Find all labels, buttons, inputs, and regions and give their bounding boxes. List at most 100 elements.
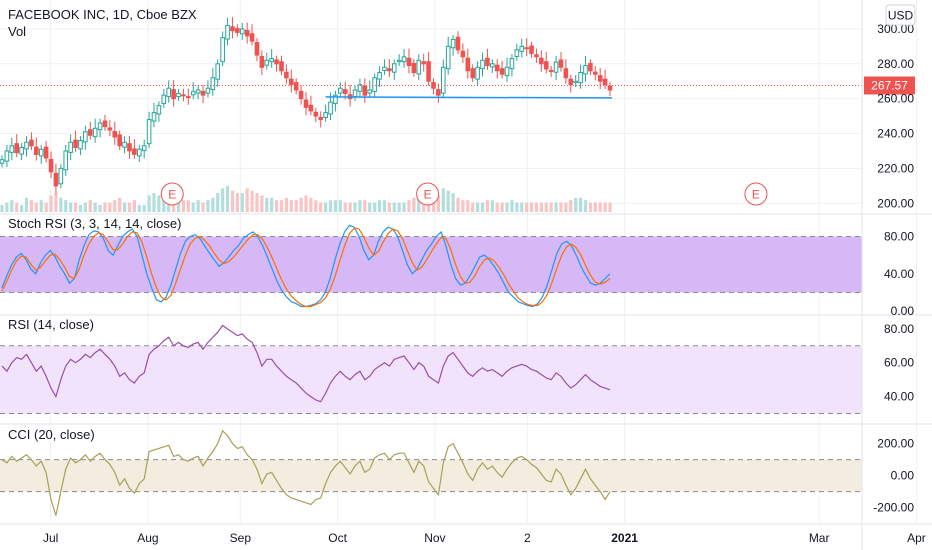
candle-body	[342, 89, 348, 94]
price-tick-label: 240.00	[877, 127, 914, 141]
candle	[235, 24, 240, 37]
volume-bar	[29, 200, 34, 212]
candle	[347, 85, 353, 107]
volume-bar	[588, 202, 592, 212]
volume-bar	[578, 197, 583, 212]
candle-body	[504, 66, 510, 77]
candle	[58, 164, 64, 189]
volume-bar	[157, 195, 161, 212]
earnings-label: E	[752, 188, 760, 202]
earnings-marker[interactable]: E	[744, 182, 768, 206]
candle	[514, 43, 520, 61]
volume-bar	[461, 200, 465, 212]
candle-body	[318, 116, 324, 121]
candle-body	[156, 105, 162, 115]
volume-bar	[525, 202, 529, 212]
candle	[259, 50, 265, 76]
candle	[450, 35, 456, 56]
volume-bar	[113, 200, 117, 212]
band-layer	[0, 236, 862, 493]
earnings-marker[interactable]: E	[416, 182, 440, 206]
candle	[607, 81, 613, 97]
volume-bar	[186, 200, 190, 212]
candle	[63, 144, 69, 176]
candle	[127, 135, 132, 159]
candle-body	[382, 66, 387, 71]
volume-bar	[0, 204, 4, 212]
volume-bar	[255, 193, 259, 212]
overlay-layer: 267.57 E E E	[0, 76, 915, 206]
candle	[166, 80, 172, 103]
candle-body	[225, 24, 230, 40]
earnings-marker[interactable]: E	[160, 182, 184, 206]
candle-body	[195, 89, 201, 94]
candle-body	[406, 57, 412, 67]
candle-body	[102, 120, 108, 128]
price-tick-label: 200.00	[877, 196, 914, 210]
x-tick-label: Nov	[424, 531, 445, 545]
candle	[338, 82, 343, 98]
candle-body	[440, 66, 446, 94]
candle-body	[426, 61, 431, 82]
candle-body	[308, 104, 314, 112]
candle	[161, 89, 167, 108]
candle-body	[524, 47, 529, 50]
candle	[602, 69, 608, 90]
volume-bar	[132, 200, 136, 212]
candle-body	[362, 85, 368, 96]
volume-layer	[0, 186, 612, 212]
candle-body	[176, 92, 181, 98]
candle-body	[259, 55, 265, 68]
candle	[308, 95, 314, 116]
candle	[186, 88, 191, 105]
volume-bar	[402, 202, 406, 212]
candle-body	[357, 84, 363, 92]
volume-bar	[446, 190, 450, 212]
volume-bar	[324, 202, 328, 212]
volume-bar	[353, 202, 357, 212]
volume-bar	[250, 190, 254, 212]
currency-button-label: USD	[888, 9, 914, 23]
candle	[225, 17, 230, 46]
volume-bar	[83, 202, 87, 212]
candle	[377, 66, 382, 87]
volume-bar	[240, 193, 244, 212]
stoch-rsi-series-line	[1, 227, 611, 308]
candle	[24, 136, 29, 157]
volume-bar	[387, 202, 391, 212]
volume-bar	[608, 202, 612, 212]
candle-body	[24, 141, 29, 150]
candle	[583, 55, 588, 82]
volume-bar	[294, 200, 298, 212]
volume-bar	[534, 202, 539, 212]
candle	[53, 163, 59, 194]
candle-body	[112, 130, 118, 138]
currency-button[interactable]: USD	[885, 4, 916, 26]
candle-body	[377, 72, 382, 80]
volume-bar	[397, 202, 401, 212]
candle	[303, 92, 309, 116]
x-tick-label: Sep	[230, 531, 252, 545]
volume-bar	[284, 197, 288, 212]
candle-body	[186, 96, 191, 99]
candle-body	[583, 65, 588, 75]
candle	[269, 48, 274, 68]
volume-bar	[314, 200, 318, 212]
candle	[102, 114, 108, 131]
candle-body	[78, 140, 83, 150]
candle	[141, 139, 147, 159]
volume-bar	[377, 200, 382, 212]
candle-body	[210, 77, 216, 91]
candle-body	[534, 54, 539, 58]
candle	[490, 59, 495, 74]
candle	[401, 48, 407, 68]
candle	[475, 61, 480, 86]
candle	[190, 82, 196, 100]
volume-bar	[34, 202, 38, 212]
volume-bar	[520, 202, 524, 212]
support-trendline[interactable]	[325, 96, 613, 99]
stoch-rsi-title: Stoch RSI (3, 3, 14, 14, close)	[8, 216, 181, 231]
candle-body	[235, 28, 240, 33]
